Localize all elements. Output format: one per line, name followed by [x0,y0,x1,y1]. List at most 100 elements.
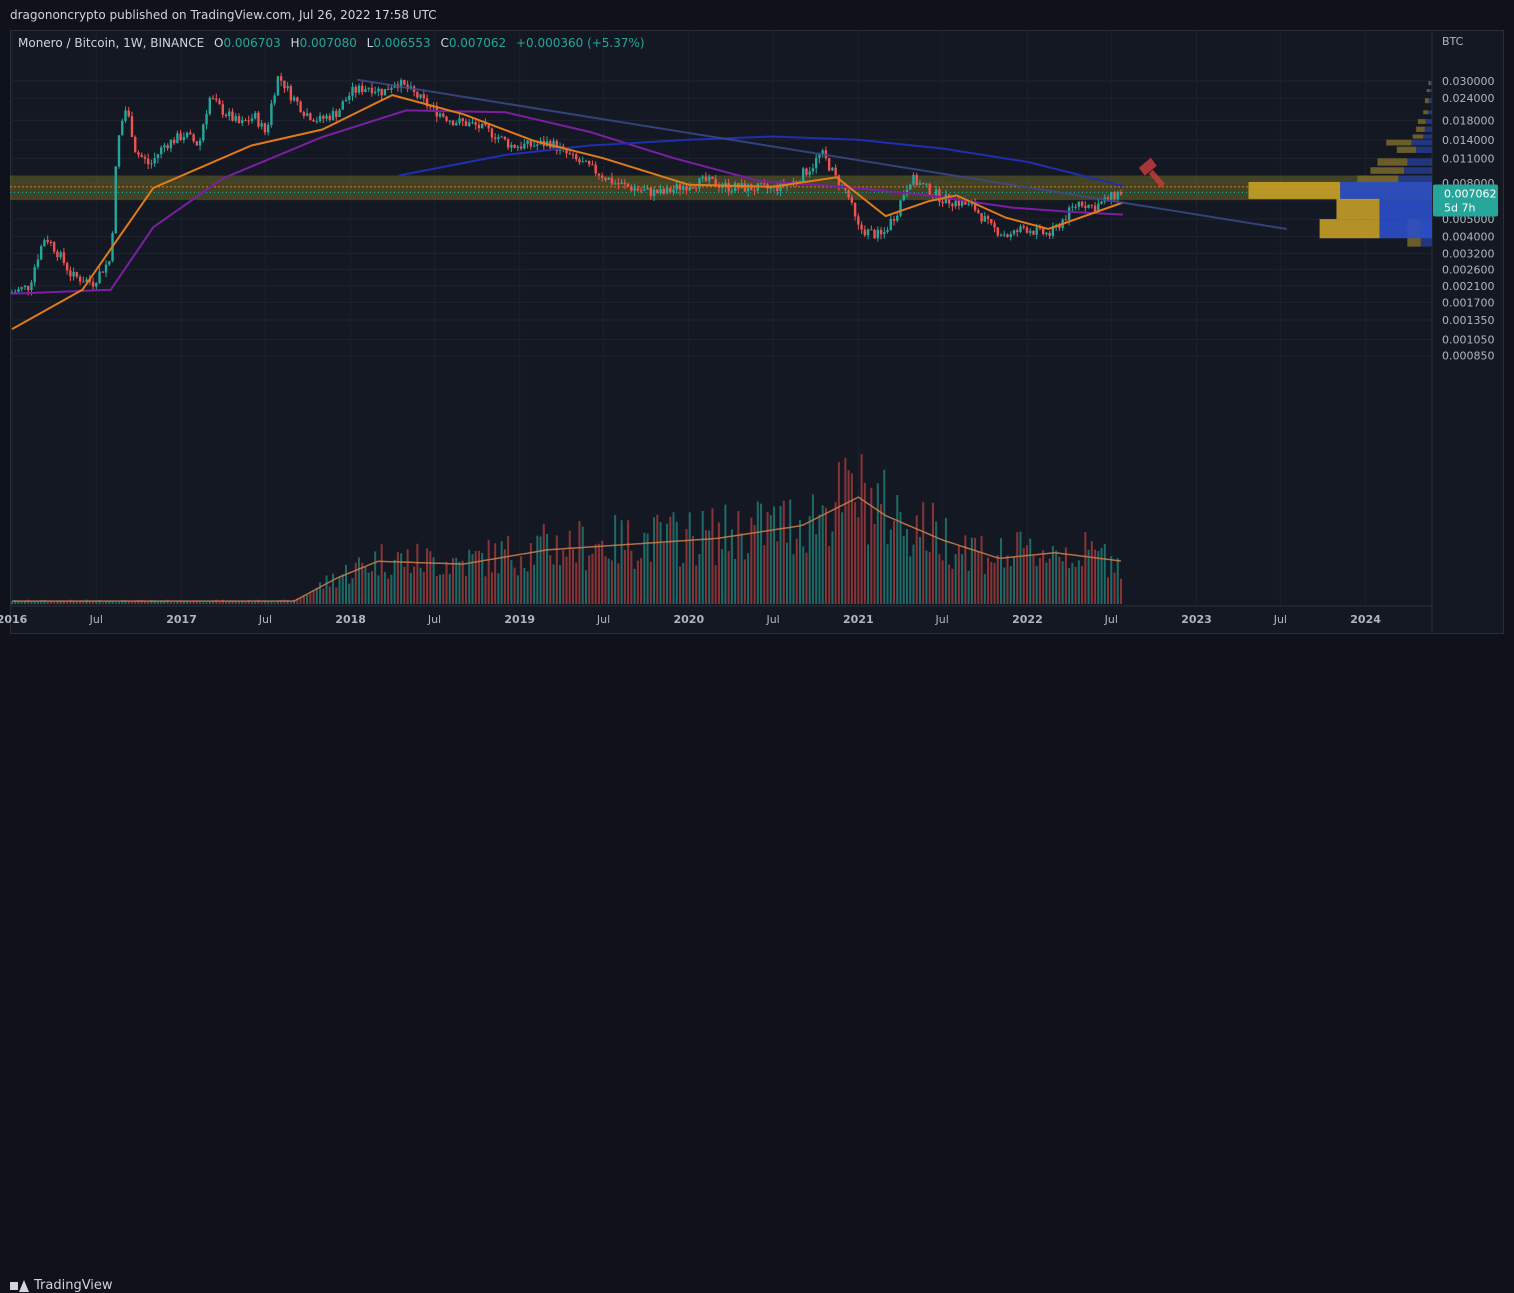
volume-bar [523,567,526,604]
volume-bar [205,602,208,604]
volume-bar [442,574,445,604]
volume-bar [1100,547,1103,604]
candle-body [1035,227,1038,235]
volume-bar [364,566,367,604]
volume-bar [56,600,59,604]
volume-bar [276,601,279,604]
volume-bar [49,600,52,604]
candle-body [176,133,179,144]
volume-bar [319,582,322,604]
candle-body [951,203,954,207]
candle-body [377,88,380,92]
volume-bar [678,566,681,604]
candle-body [720,186,724,189]
volume-bar [354,562,357,604]
candle-body [367,87,370,89]
volume-bar [627,520,630,604]
volume-bar [429,551,432,604]
candle-body [1025,227,1029,233]
price-chart[interactable]: 0.030000 0.024000 0.018000 0.014000 0.011000… [0,0,1514,668]
candle-body [652,189,656,196]
volume-bar [714,565,717,604]
volume-bar [513,567,516,604]
candle-body [101,271,104,273]
volume-bar [1048,558,1051,604]
volume-bar [909,556,912,604]
y-axis-tick-label: 0.002600 [1442,264,1495,277]
candle-body [357,85,361,93]
volume-bar [237,601,240,604]
candle-body [91,281,95,287]
volume-bar [614,515,617,604]
candle-body [425,98,429,107]
volume-bar [1084,532,1087,604]
candle-body [899,200,902,216]
candle-body [594,164,597,174]
x-axis-tick-label: Jul [935,613,949,626]
candle-body [1019,226,1022,233]
candle-body [571,154,575,156]
candle-body [620,182,623,185]
volume-bar [416,543,419,604]
volume-bar [357,557,360,604]
candle-body [140,154,143,157]
candle-body [1100,201,1103,204]
candle-body [195,141,199,146]
volume-bar [747,553,750,604]
candle-body [526,140,529,144]
candle-body [973,203,977,211]
volume-bar [734,558,737,604]
candle-body [675,184,678,190]
fixed-range-profile-row-sell [1248,181,1341,199]
y-axis-tick-label: 0.011000 [1442,152,1495,165]
candle-body [1029,231,1032,233]
candle-body [993,223,996,228]
volume-bar [763,545,766,604]
candle-body [811,168,815,172]
volume-bar [769,515,772,604]
candle-body [62,252,66,263]
volume-bar [584,570,587,604]
volume-bar [824,507,827,604]
volume-bar [944,517,947,604]
candle-body [121,120,124,136]
volume-bar [494,543,497,604]
volume-profile-row-buy [1424,126,1432,132]
y-axis-tick-label: 0.014000 [1442,134,1495,147]
volume-bar [338,576,341,604]
candle-body [305,113,309,116]
candle-body [455,123,458,126]
candle-body [626,183,630,187]
volume-bar [419,567,422,604]
candle-body [990,219,993,224]
x-axis-tick-label: 2024 [1350,613,1381,626]
volume-bar [970,537,973,604]
candle-body [279,76,283,81]
candle-body [438,113,442,117]
candle-body [237,116,241,124]
candle-body [30,282,33,291]
volume-bar [432,557,435,604]
volume-bar [315,587,318,604]
volume-bar [325,575,328,604]
volume-bar [854,502,857,604]
volume-bar [571,549,574,604]
volume-bar [1081,565,1084,604]
candle-body [669,187,672,193]
volume-bar [730,529,733,604]
candle-body [1067,207,1071,220]
volume-bar [653,517,656,604]
moving-average-blue [398,135,1124,187]
volume-bar [837,462,840,604]
candle-body [312,119,315,122]
candle-body [934,189,938,196]
candle-body [322,115,325,119]
volume-bar [857,517,860,604]
volume-bar [484,576,487,604]
volume-bar [27,599,30,604]
volume-bar [935,521,938,604]
tradingview-logo[interactable]: TradingView [10,1278,113,1293]
candle-body [134,136,137,153]
volume-bar [260,602,263,604]
last-price-badge [1433,184,1498,217]
